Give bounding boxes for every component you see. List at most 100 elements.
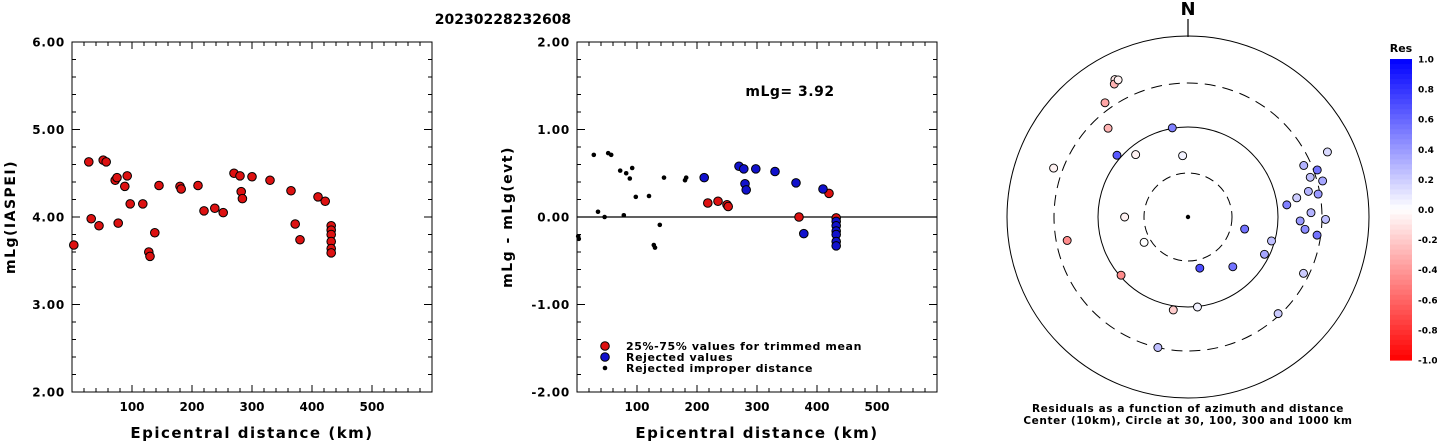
improper-distance-point	[661, 175, 667, 180]
polar-residual-point	[1139, 237, 1149, 247]
middle-legend: 25%-75% values for trimmed meanRejected …	[600, 340, 862, 375]
x-tick-label: 300	[744, 400, 769, 414]
colorbar-cell	[1390, 89, 1412, 95]
mlg-station-point	[286, 185, 296, 196]
mlg-station-point	[101, 157, 111, 167]
colorbar-cell	[1390, 139, 1412, 145]
polar-residual-point	[1178, 151, 1188, 161]
polar-residual-point	[1153, 343, 1163, 352]
rejected-point	[770, 166, 780, 177]
rejected-point	[791, 178, 801, 188]
colorbar-cell	[1390, 334, 1412, 341]
left-y-axis-label: mLg(IASPEI)	[3, 160, 19, 274]
colorbar-cell	[1390, 189, 1412, 196]
mlg-station-point	[237, 193, 248, 204]
polar-residual-point	[1322, 147, 1332, 157]
colorbar-cell	[1390, 69, 1412, 75]
improper-distance-point	[683, 175, 689, 180]
middle-panel-residual-vs-distance: 100 200 300 400 500 -2.00 -1.00 0.00 1.00 2.00 mL…	[500, 36, 938, 441]
colorbar-cell	[1390, 254, 1412, 261]
colorbar-cell	[1390, 134, 1412, 140]
improper-distance-point	[657, 222, 663, 228]
colorbar-cell	[1390, 59, 1412, 65]
y-tick-label: 1.00	[537, 123, 570, 137]
colorbar-cell	[1390, 249, 1412, 256]
mlg-station-point	[84, 157, 94, 167]
x-tick-label: 400	[299, 400, 324, 414]
legend-label: Rejected values	[626, 351, 733, 364]
rejected-point	[739, 164, 749, 174]
mlg-station-point	[210, 203, 220, 214]
colorbar-cell	[1390, 309, 1412, 316]
x-tick-label: 200	[684, 400, 709, 414]
colorbar-cell	[1390, 284, 1412, 291]
middle-y-axis-label: mLg - mLg(evt)	[500, 146, 516, 288]
mlg-station-point	[138, 199, 148, 209]
polar-panel-residuals: N Residuals as a function of azimuth and…	[1006, 0, 1370, 427]
mlg-station-point	[112, 172, 122, 183]
left-plot-frame	[71, 41, 433, 393]
colorbar-cell	[1390, 209, 1412, 216]
residual-colorbar: Res 1.0 0.8 0.6 0.4 0.2 0.0 -0.2 -0.4 -0.6 -0.8 -1…	[1390, 42, 1437, 367]
improper-distance-point	[591, 152, 597, 158]
colorbar-title: Res	[1390, 42, 1413, 55]
colorbar-cell	[1390, 94, 1412, 100]
mlg-station-point	[94, 220, 104, 231]
colorbar-cell	[1390, 154, 1412, 160]
mlg-station-point	[295, 234, 305, 245]
improper-distance-point	[595, 209, 601, 215]
legend-label: 25%-75% values for trimmed mean	[626, 340, 862, 353]
colorbar-cell	[1390, 109, 1412, 115]
mlg-station-point	[247, 171, 257, 182]
x-tick-label: 500	[864, 400, 889, 414]
colorbar-cell	[1390, 259, 1412, 266]
colorbar-tick-label: 1.0	[1418, 56, 1434, 66]
left-panel-mlg-vs-distance: 100 200 300 400 500 2.00 3.00 4.00 5.00 6.00 Epic…	[3, 36, 433, 441]
mlg-station-point	[122, 171, 132, 181]
colorbar-cell	[1390, 74, 1412, 80]
mlg-station-point	[235, 171, 245, 181]
polar-residual-point	[1306, 208, 1316, 218]
colorbar-cell	[1390, 274, 1412, 281]
circle-30km	[1143, 172, 1233, 262]
colorbar-tick-label: -0.8	[1418, 326, 1437, 336]
polar-residual-point	[1131, 150, 1141, 160]
polar-residual-point	[1260, 249, 1269, 259]
colorbar-cell	[1390, 159, 1412, 165]
colorbar-cell	[1390, 129, 1412, 135]
colorbar-cell	[1390, 234, 1412, 241]
trimmed-mean-point	[723, 201, 734, 212]
polar-residual-point	[1120, 212, 1130, 222]
colorbar-cell	[1390, 149, 1412, 155]
colorbar-cell	[1390, 84, 1412, 90]
polar-residual-point	[1303, 186, 1313, 196]
y-tick-label: -1.00	[531, 298, 570, 312]
colorbar-cell	[1390, 289, 1412, 296]
figure-title: 20230228232608	[435, 12, 571, 28]
colorbar-cell	[1390, 199, 1412, 206]
colorbar-cell	[1390, 279, 1412, 286]
colorbar-tick-label: 0.8	[1418, 86, 1434, 96]
mlg-station-point	[154, 180, 164, 191]
mlg-station-point	[125, 199, 135, 209]
polar-residual-point	[1103, 123, 1113, 133]
mlg-station-point	[199, 206, 209, 216]
improper-distance-point	[646, 193, 652, 199]
colorbar-cell	[1390, 244, 1412, 251]
polar-residual-point	[1300, 224, 1310, 234]
x-tick-label: 500	[359, 400, 384, 414]
colorbar-cell	[1390, 124, 1412, 130]
improper-distance-point	[602, 214, 607, 220]
colorbar-cell	[1390, 264, 1412, 271]
mlg-station-point	[69, 240, 79, 250]
colorbar-cell	[1390, 329, 1412, 336]
polar-residual-point	[1228, 262, 1238, 272]
mlg-station-point	[320, 196, 331, 207]
mlg-station-point	[150, 227, 160, 238]
polar-residual-point	[1318, 176, 1328, 186]
polar-residual-point	[1112, 150, 1122, 160]
colorbar-cell	[1390, 174, 1412, 180]
polar-residual-point	[1292, 193, 1302, 203]
rejected-point	[699, 172, 710, 183]
y-tick-label: 3.00	[32, 298, 65, 312]
